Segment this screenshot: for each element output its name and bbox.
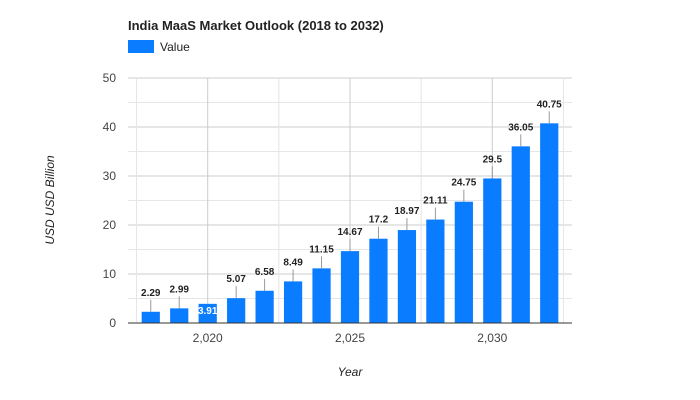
y-tick-label: 10: [103, 267, 117, 281]
bar: [255, 290, 274, 323]
data-label: 3.91: [198, 306, 218, 317]
data-label: 8.49: [283, 257, 303, 268]
bar: [227, 298, 246, 323]
y-axis-label: USD USD Billion: [43, 155, 57, 245]
bar: [283, 281, 303, 323]
bar: [511, 146, 530, 323]
legend-label-value: Value: [160, 40, 190, 54]
data-label: 24.75: [451, 178, 476, 189]
data-label: 5.07: [226, 274, 246, 285]
y-tick-label: 0: [109, 316, 116, 330]
x-tick-label: 2,030: [477, 331, 507, 345]
bar: [312, 268, 331, 323]
bars: [141, 123, 559, 323]
chart-title: India MaaS Market Outlook (2018 to 2032): [128, 18, 384, 33]
data-label: 17.2: [369, 215, 389, 226]
y-tick-label: 30: [103, 169, 117, 183]
bar: [540, 123, 559, 323]
bar: [397, 230, 417, 323]
x-axis-label: Year: [338, 365, 364, 379]
y-axis-ticks: 0 10 20 30 40 50: [103, 71, 117, 330]
data-label: 2.29: [141, 288, 161, 299]
bar: [170, 308, 189, 323]
data-label: 21.11: [423, 196, 448, 207]
bar: [340, 251, 360, 323]
bar: [483, 178, 502, 323]
y-tick-label: 20: [103, 218, 117, 232]
data-label: 14.67: [337, 227, 362, 238]
bar: [198, 303, 217, 323]
data-label: 36.05: [508, 122, 533, 133]
x-tick-label: 2,025: [335, 331, 365, 345]
bar: [454, 201, 473, 323]
bar: [141, 311, 160, 323]
x-tick-label: 2,020: [193, 331, 223, 345]
legend-swatch-value: [128, 40, 154, 53]
data-label: 6.58: [255, 267, 275, 278]
data-label: 40.75: [537, 99, 562, 110]
bar: [426, 219, 445, 323]
x-axis-ticks: 2,020 2,025 2,030: [193, 331, 508, 345]
data-label: 29.5: [483, 154, 503, 165]
data-label: 2.99: [169, 284, 189, 295]
legend: Value: [128, 40, 190, 54]
data-label: 11.15: [309, 244, 334, 255]
y-tick-label: 50: [103, 71, 117, 85]
data-label: 18.97: [394, 206, 419, 217]
y-tick-label: 40: [103, 120, 117, 134]
bar: [369, 238, 388, 323]
